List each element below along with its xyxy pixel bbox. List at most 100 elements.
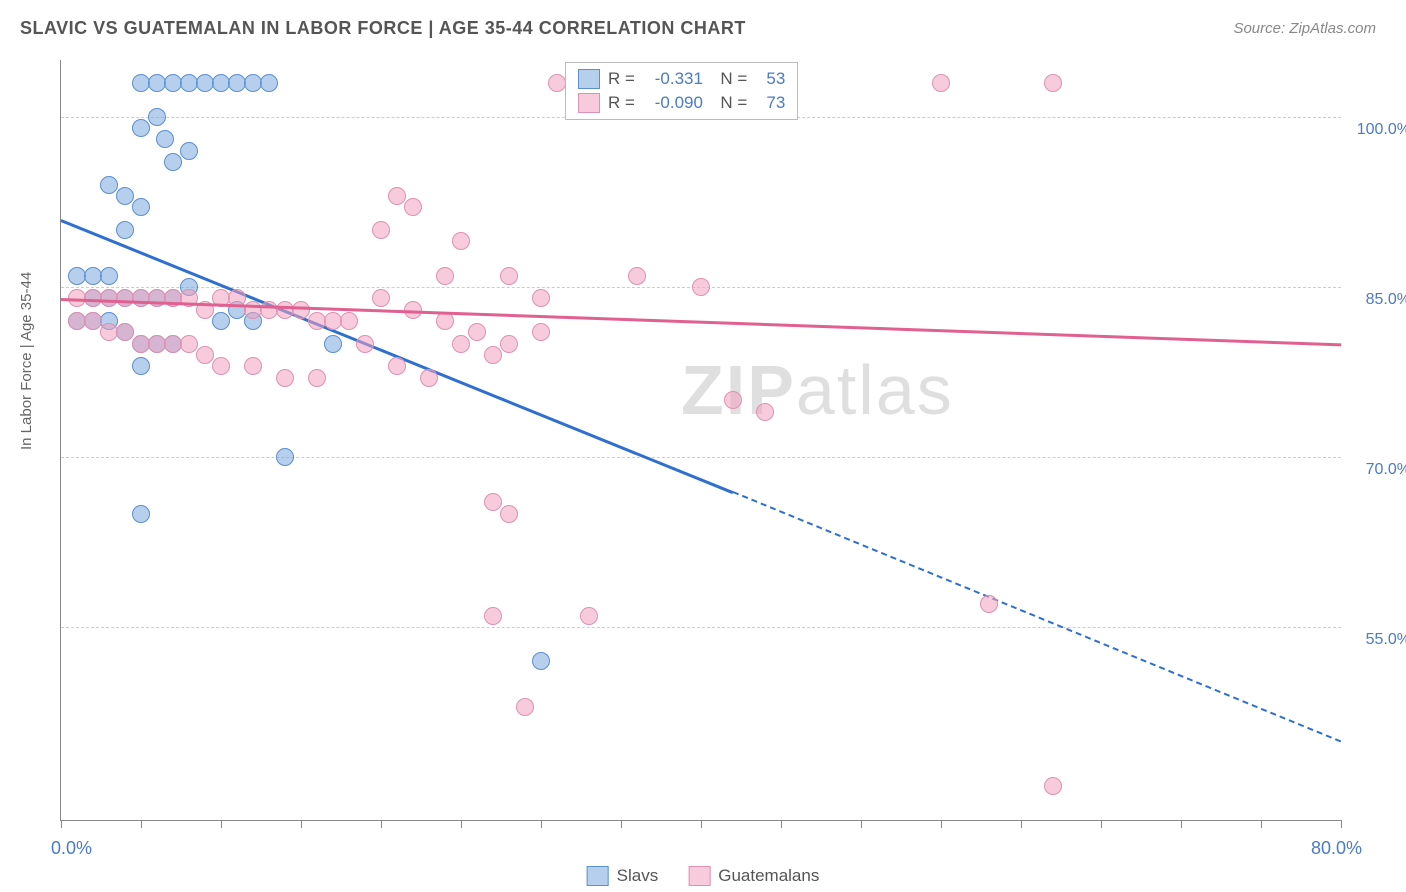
swatch-slavs — [578, 69, 600, 89]
x-tick — [61, 820, 62, 828]
data-point-guatemalans — [404, 198, 422, 216]
data-point-slavs — [132, 505, 150, 523]
swatch-guatemalans — [578, 93, 600, 113]
data-point-slavs — [148, 108, 166, 126]
data-point-slavs — [132, 198, 150, 216]
data-point-slavs — [180, 142, 198, 160]
gridline — [61, 457, 1341, 458]
data-point-slavs — [212, 312, 230, 330]
stat-n-value: 73 — [755, 93, 785, 113]
data-point-guatemalans — [500, 505, 518, 523]
x-tick — [621, 820, 622, 828]
data-point-guatemalans — [756, 403, 774, 421]
data-point-guatemalans — [308, 369, 326, 387]
stats-box: R = -0.331 N = 53R = -0.090 N = 73 — [565, 62, 798, 120]
x-tick — [541, 820, 542, 828]
data-point-guatemalans — [212, 357, 230, 375]
data-point-guatemalans — [436, 267, 454, 285]
x-tick-label: 80.0% — [1311, 838, 1362, 859]
source-label: Source: ZipAtlas.com — [1233, 20, 1376, 37]
data-point-slavs — [116, 187, 134, 205]
y-tick-label: 70.0% — [1366, 461, 1406, 479]
x-tick — [781, 820, 782, 828]
trendline-slavs-dashed — [733, 491, 1342, 742]
x-tick — [941, 820, 942, 828]
data-point-guatemalans — [244, 357, 262, 375]
data-point-slavs — [132, 357, 150, 375]
data-point-guatemalans — [420, 369, 438, 387]
x-tick — [1181, 820, 1182, 828]
data-point-guatemalans — [1044, 777, 1062, 795]
data-point-slavs — [100, 176, 118, 194]
data-point-slavs — [260, 74, 278, 92]
stat-n-label: N = — [711, 93, 747, 113]
stat-r-value: -0.090 — [643, 93, 703, 113]
data-point-guatemalans — [180, 335, 198, 353]
data-point-guatemalans — [628, 267, 646, 285]
stat-r-label: R = — [608, 69, 635, 89]
data-point-slavs — [324, 335, 342, 353]
y-axis-title: In Labor Force | Age 35-44 — [18, 272, 35, 450]
data-point-slavs — [532, 652, 550, 670]
stat-r-value: -0.331 — [643, 69, 703, 89]
legend-swatch-guatemalans — [688, 866, 710, 886]
x-tick — [861, 820, 862, 828]
x-tick-label: 0.0% — [51, 838, 92, 859]
data-point-guatemalans — [532, 323, 550, 341]
data-point-guatemalans — [1044, 74, 1062, 92]
data-point-guatemalans — [484, 493, 502, 511]
y-tick-label: 85.0% — [1366, 291, 1406, 309]
trendline-slavs — [61, 219, 734, 494]
data-point-slavs — [164, 153, 182, 171]
legend-item-guatemalans: Guatemalans — [688, 866, 819, 886]
data-point-guatemalans — [932, 74, 950, 92]
watermark: ZIPatlas — [681, 350, 954, 430]
data-point-slavs — [132, 119, 150, 137]
data-point-guatemalans — [84, 312, 102, 330]
data-point-guatemalans — [980, 595, 998, 613]
x-tick — [1021, 820, 1022, 828]
data-point-guatemalans — [692, 278, 710, 296]
legend-label: Slavs — [617, 866, 659, 886]
stats-row-guatemalans: R = -0.090 N = 73 — [578, 91, 785, 115]
legend-swatch-slavs — [587, 866, 609, 886]
data-point-guatemalans — [580, 607, 598, 625]
data-point-guatemalans — [356, 335, 374, 353]
x-tick — [141, 820, 142, 828]
data-point-guatemalans — [516, 698, 534, 716]
legend: Slavs Guatemalans — [587, 866, 820, 886]
stat-n-label: N = — [711, 69, 747, 89]
data-point-slavs — [116, 221, 134, 239]
data-point-slavs — [100, 267, 118, 285]
data-point-guatemalans — [548, 74, 566, 92]
x-tick — [461, 820, 462, 828]
legend-item-slavs: Slavs — [587, 866, 659, 886]
data-point-slavs — [276, 448, 294, 466]
x-tick — [381, 820, 382, 828]
x-tick — [1341, 820, 1342, 828]
data-point-guatemalans — [340, 312, 358, 330]
y-tick-label: 55.0% — [1366, 631, 1406, 649]
data-point-guatemalans — [292, 301, 310, 319]
data-point-guatemalans — [532, 289, 550, 307]
data-point-guatemalans — [468, 323, 486, 341]
data-point-guatemalans — [116, 323, 134, 341]
data-point-guatemalans — [484, 607, 502, 625]
stat-n-value: 53 — [755, 69, 785, 89]
chart-title: SLAVIC VS GUATEMALAN IN LABOR FORCE | AG… — [20, 18, 746, 39]
data-point-guatemalans — [436, 312, 454, 330]
data-point-guatemalans — [452, 232, 470, 250]
data-point-guatemalans — [388, 357, 406, 375]
x-tick — [221, 820, 222, 828]
data-point-guatemalans — [452, 335, 470, 353]
data-point-guatemalans — [724, 391, 742, 409]
data-point-guatemalans — [388, 187, 406, 205]
x-tick — [1101, 820, 1102, 828]
x-tick — [301, 820, 302, 828]
data-point-guatemalans — [372, 289, 390, 307]
data-point-guatemalans — [484, 346, 502, 364]
data-point-slavs — [156, 130, 174, 148]
stat-r-label: R = — [608, 93, 635, 113]
data-point-guatemalans — [500, 335, 518, 353]
y-tick-label: 100.0% — [1357, 121, 1406, 139]
